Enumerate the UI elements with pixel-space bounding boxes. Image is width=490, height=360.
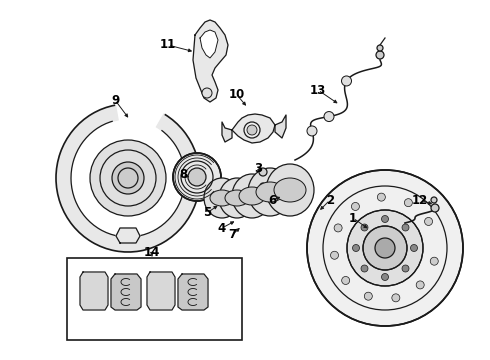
Ellipse shape [248,168,292,216]
Circle shape [404,199,413,207]
Circle shape [202,88,212,98]
Circle shape [352,244,360,252]
Ellipse shape [232,174,272,218]
Polygon shape [200,30,218,58]
Circle shape [402,265,409,272]
Circle shape [342,76,351,86]
Circle shape [430,257,438,265]
Circle shape [431,197,437,203]
Circle shape [431,204,439,212]
Ellipse shape [256,182,284,202]
Text: 13: 13 [310,84,326,96]
Circle shape [342,276,350,284]
Text: 8: 8 [179,168,187,181]
Text: 1: 1 [349,211,357,225]
Text: 4: 4 [218,221,226,234]
Polygon shape [56,105,200,252]
Circle shape [363,226,407,270]
Circle shape [416,281,424,289]
Text: 2: 2 [326,194,334,207]
Text: 10: 10 [229,89,245,102]
Polygon shape [232,114,275,143]
Circle shape [259,168,267,176]
Polygon shape [193,20,228,102]
Circle shape [411,244,417,252]
Ellipse shape [239,187,265,205]
Circle shape [351,202,360,211]
Polygon shape [178,274,208,310]
Circle shape [392,294,400,302]
Circle shape [173,153,221,201]
Circle shape [365,292,372,300]
Circle shape [324,112,334,122]
Text: 14: 14 [144,247,160,260]
Circle shape [112,162,144,194]
Text: 12: 12 [412,194,428,207]
Circle shape [247,125,257,135]
Polygon shape [111,274,141,310]
Circle shape [361,224,368,231]
Ellipse shape [210,190,234,206]
Circle shape [307,126,317,136]
Ellipse shape [274,178,306,202]
Polygon shape [222,122,232,142]
Circle shape [260,183,266,189]
Ellipse shape [204,178,240,218]
Circle shape [331,251,339,259]
Text: 6: 6 [268,194,276,207]
Ellipse shape [225,190,249,206]
Text: 11: 11 [160,39,176,51]
Text: 7: 7 [228,229,236,242]
Circle shape [376,51,384,59]
Polygon shape [116,228,140,243]
Circle shape [377,193,385,201]
Ellipse shape [219,178,255,218]
Circle shape [377,45,383,51]
Circle shape [90,140,166,216]
Text: 3: 3 [254,162,262,175]
Text: 5: 5 [203,207,211,220]
Circle shape [375,238,395,258]
Bar [67,258,242,340]
Circle shape [334,224,342,232]
Circle shape [382,216,389,222]
Circle shape [402,224,409,231]
Polygon shape [275,115,286,138]
Circle shape [347,210,423,286]
Text: 9: 9 [111,94,119,107]
Circle shape [361,265,368,272]
Polygon shape [80,272,108,310]
Ellipse shape [266,164,314,216]
Polygon shape [147,272,175,310]
Circle shape [382,274,389,280]
Circle shape [188,168,206,186]
Circle shape [244,122,260,138]
Circle shape [424,217,433,225]
Circle shape [307,170,463,326]
